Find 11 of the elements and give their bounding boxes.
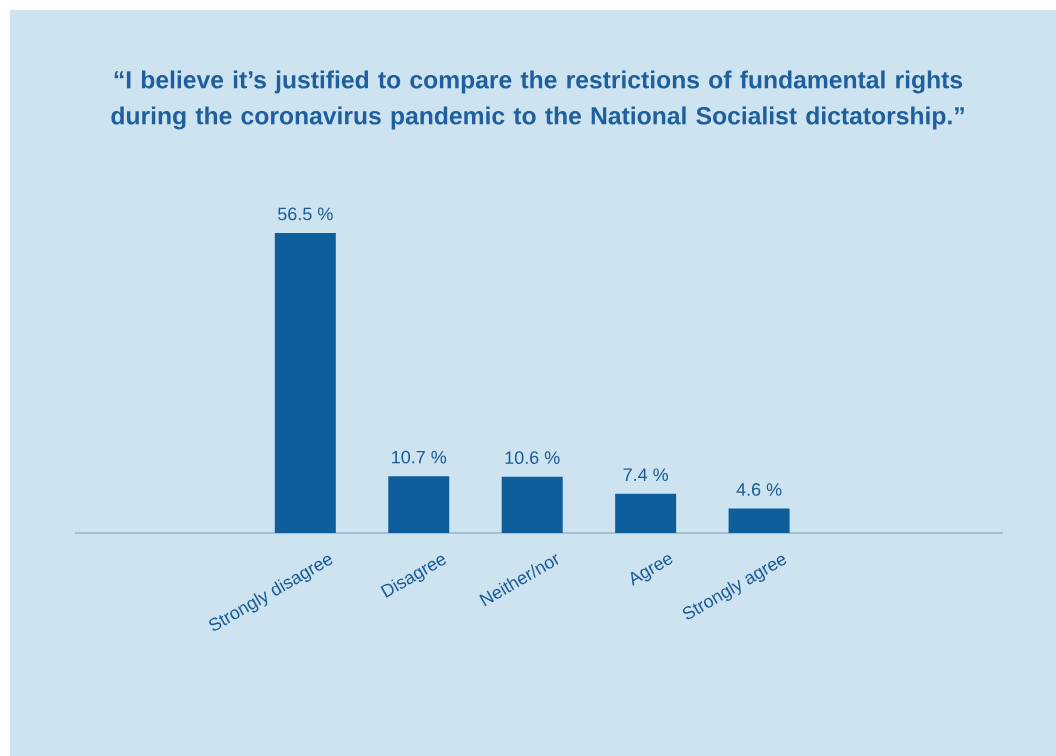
data-label: 56.5 % — [278, 207, 333, 221]
bar — [274, 232, 336, 533]
bar — [388, 476, 450, 533]
data-label: 4.6 % — [736, 483, 782, 496]
bar — [615, 493, 677, 533]
data-label: 10.7 % — [392, 450, 447, 464]
data-label: 7.4 % — [623, 468, 669, 481]
chart-title: “I believe it’s justified to compare the restrictions of fundamental rights during the coronavirus pandemic to the National Socialist dictatorship.” — [111, 70, 964, 130]
data-label: 10.6 % — [505, 451, 560, 464]
bar — [728, 508, 790, 533]
bar — [501, 476, 563, 533]
